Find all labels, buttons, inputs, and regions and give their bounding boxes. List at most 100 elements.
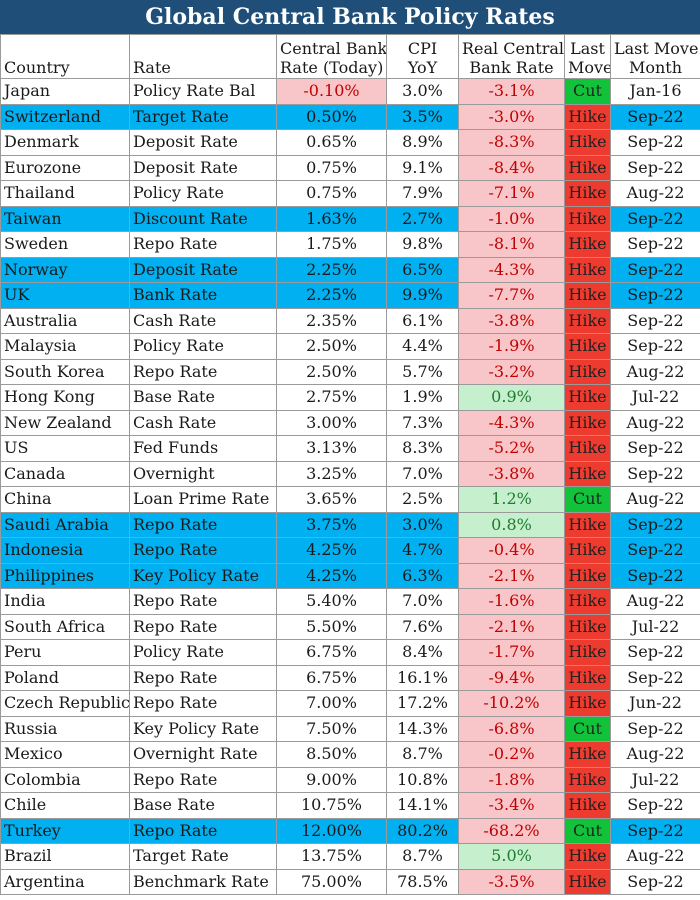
last-move-cell: Hike (564, 231, 611, 258)
central-bank-rate-cell: 3.25% (276, 460, 387, 487)
last-move-cell: Hike (564, 766, 611, 793)
rate-type-cell: Target Rate (129, 843, 277, 870)
last-move-month-cell: Sep-22 (610, 129, 700, 156)
rate-type-cell: Base Rate (129, 384, 277, 411)
country-cell: South Africa (0, 613, 130, 640)
real-rate-cell: -8.1% (458, 231, 565, 258)
country-cell: Chile (0, 792, 130, 819)
cpi-cell: 10.8% (386, 766, 459, 793)
last-move-month-cell: Jul-22 (610, 384, 700, 411)
real-rate-cell: -7.7% (458, 282, 565, 309)
real-rate-cell: -10.2% (458, 690, 565, 717)
rate-type-cell: Repo Rate (129, 588, 277, 615)
header-rate: Rate (129, 34, 277, 79)
central-bank-rate-cell: 3.75% (276, 511, 387, 538)
real-rate-cell: -3.5% (458, 868, 565, 895)
last-move-cell: Hike (564, 384, 611, 411)
real-rate-cell: -8.3% (458, 129, 565, 156)
real-rate-cell: -3.2% (458, 358, 565, 385)
rate-type-cell: Overnight Rate (129, 741, 277, 768)
last-move-month-cell: Sep-22 (610, 460, 700, 487)
table-row: Saudi Arabia Repo Rate 3.75% 3.0% 0.8% Hike Se… (0, 511, 700, 538)
last-move-month-cell: Aug-22 (610, 588, 700, 615)
country-cell: Philippines (0, 562, 130, 589)
table-row: Canada Overnight 3.25% 7.0% -3.8% Hike Sep-22 (0, 460, 700, 487)
rate-type-cell: Deposit Rate (129, 129, 277, 156)
rate-type-cell: Repo Rate (129, 766, 277, 793)
real-rate-cell: -0.4% (458, 537, 565, 564)
last-move-cell: Hike (564, 180, 611, 207)
central-bank-rate-cell: 7.50% (276, 715, 387, 742)
last-move-month-cell: Jun-22 (610, 690, 700, 717)
cpi-cell: 9.8% (386, 231, 459, 258)
real-rate-cell: -4.3% (458, 256, 565, 283)
central-bank-rate-cell: 3.65% (276, 486, 387, 513)
header-cb-rate: Central Bank Rate (Today) (276, 34, 387, 79)
real-rate-cell: -1.8% (458, 766, 565, 793)
real-rate-cell: -3.1% (458, 78, 565, 105)
central-bank-rate-cell: 6.75% (276, 664, 387, 691)
last-move-cell: Hike (564, 256, 611, 283)
cpi-cell: 78.5% (386, 868, 459, 895)
table-row: Denmark Deposit Rate 0.65% 8.9% -8.3% Hike Sep… (0, 129, 700, 156)
central-bank-rate-cell: 3.13% (276, 435, 387, 462)
rate-type-cell: Repo Rate (129, 664, 277, 691)
real-rate-cell: 0.8% (458, 511, 565, 538)
rate-type-cell: Bank Rate (129, 282, 277, 309)
table-row: South Korea Repo Rate 2.50% 5.7% -3.2% Hike Au… (0, 358, 700, 385)
central-bank-rate-cell: 2.75% (276, 384, 387, 411)
table-row: Japan Policy Rate Bal -0.10% 3.0% -3.1% Cut Ja… (0, 78, 700, 105)
table-row: Chile Base Rate 10.75% 14.1% -3.4% Hike Sep-22 (0, 792, 700, 819)
central-bank-rate-cell: 0.65% (276, 129, 387, 156)
header-cpi: CPI YoY (386, 34, 459, 79)
last-move-cell: Hike (564, 562, 611, 589)
real-rate-cell: -7.1% (458, 180, 565, 207)
real-rate-cell: -2.1% (458, 562, 565, 589)
central-bank-rate-cell: 0.75% (276, 180, 387, 207)
cpi-cell: 8.4% (386, 639, 459, 666)
cpi-cell: 4.4% (386, 333, 459, 360)
real-rate-cell: -1.7% (458, 639, 565, 666)
cpi-cell: 1.9% (386, 384, 459, 411)
central-bank-rate-cell: 0.75% (276, 154, 387, 181)
central-bank-rate-cell: 12.00% (276, 817, 387, 844)
central-bank-rate-cell: 7.00% (276, 690, 387, 717)
last-move-cell: Hike (564, 588, 611, 615)
table-row: Czech Republic Repo Rate 7.00% 17.2% -10.2% H… (0, 690, 700, 717)
central-bank-rate-cell: 2.25% (276, 282, 387, 309)
last-move-cell: Hike (564, 358, 611, 385)
last-move-cell: Hike (564, 460, 611, 487)
last-move-cell: Hike (564, 639, 611, 666)
header-real-rate: Real Central Bank Rate (458, 34, 565, 79)
central-bank-rate-cell: 5.50% (276, 613, 387, 640)
rate-type-cell: Cash Rate (129, 307, 277, 334)
cpi-cell: 7.3% (386, 409, 459, 436)
central-bank-rate-cell: 3.00% (276, 409, 387, 436)
last-move-cell: Hike (564, 792, 611, 819)
table-row: South Africa Repo Rate 5.50% 7.6% -2.1% Hike J… (0, 613, 700, 640)
table-row: Thailand Policy Rate 0.75% 7.9% -7.1% Hike Aug… (0, 180, 700, 207)
country-cell: Brazil (0, 843, 130, 870)
table-row: Philippines Key Policy Rate 4.25% 6.3% -2.1%… (0, 562, 700, 589)
cpi-cell: 4.7% (386, 537, 459, 564)
rate-type-cell: Cash Rate (129, 409, 277, 436)
real-rate-cell: -8.4% (458, 154, 565, 181)
country-cell: Denmark (0, 129, 130, 156)
table-row: Argentina Benchmark Rate 75.00% 78.5% -3.5% H… (0, 868, 700, 895)
last-move-cell: Cut (564, 715, 611, 742)
last-move-month-cell: Aug-22 (610, 358, 700, 385)
country-cell: Switzerland (0, 103, 130, 130)
real-rate-cell: -6.8% (458, 715, 565, 742)
country-cell: UK (0, 282, 130, 309)
header-country: Country (0, 34, 130, 79)
rate-type-cell: Target Rate (129, 103, 277, 130)
cpi-cell: 2.5% (386, 486, 459, 513)
table-row: Turkey Repo Rate 12.00% 80.2% -68.2% Cut Sep-2… (0, 817, 700, 844)
cpi-cell: 14.3% (386, 715, 459, 742)
last-move-month-cell: Sep-22 (610, 103, 700, 130)
country-cell: Norway (0, 256, 130, 283)
cpi-cell: 6.5% (386, 256, 459, 283)
rate-type-cell: Repo Rate (129, 817, 277, 844)
last-move-month-cell: Aug-22 (610, 486, 700, 513)
table-row: Switzerland Target Rate 0.50% 3.5% -3.0% Hike… (0, 103, 700, 130)
